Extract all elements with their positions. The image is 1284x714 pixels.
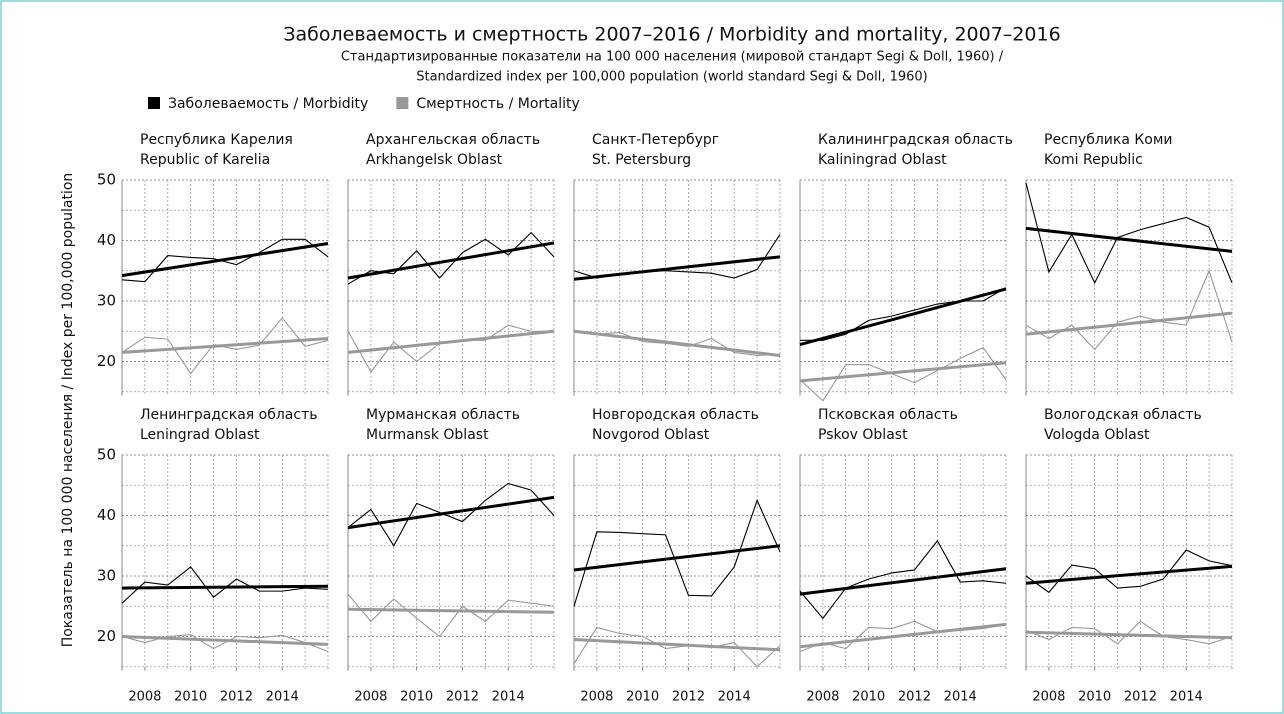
trend-line bbox=[573, 638, 781, 652]
panel-title: Murmansk Oblast bbox=[366, 427, 489, 443]
data-line bbox=[573, 234, 781, 279]
panel-title: Вологодская область bbox=[1044, 407, 1202, 423]
panel-title: Архангельская область bbox=[366, 132, 540, 148]
trend-line bbox=[1025, 311, 1233, 336]
x-tick-label: 2012 bbox=[672, 689, 705, 704]
data-line bbox=[800, 287, 1007, 341]
panel-title: Novgorod Oblast bbox=[592, 427, 710, 443]
data-line bbox=[799, 539, 1007, 620]
x-tick-label: 2008 bbox=[580, 689, 613, 704]
x-tick-label: 2012 bbox=[898, 689, 931, 704]
y-tick-label: 50 bbox=[97, 446, 116, 464]
trend-line bbox=[1025, 630, 1233, 640]
panel-title: Leningrad Oblast bbox=[140, 427, 260, 443]
panel-title: Новгородская область bbox=[592, 407, 759, 423]
data-line bbox=[1025, 549, 1233, 594]
x-tick-label: 2012 bbox=[220, 689, 253, 704]
x-tick-label: 2010 bbox=[174, 689, 207, 704]
trend-line bbox=[1025, 564, 1233, 585]
panel-title: Республика Коми bbox=[1044, 132, 1173, 148]
y-tick-label: 50 bbox=[97, 171, 116, 189]
y-tick-label: 20 bbox=[97, 627, 116, 645]
x-tick-label: 2014 bbox=[492, 689, 525, 704]
trend-line bbox=[121, 635, 329, 646]
data-line bbox=[573, 626, 781, 668]
panel-title: Arkhangelsk Oblast bbox=[366, 152, 503, 168]
trend-line bbox=[347, 329, 555, 354]
panel-title: Калининградская область bbox=[818, 132, 1013, 148]
panel-title: Ленинградская область bbox=[140, 407, 317, 423]
trend-line bbox=[573, 329, 781, 357]
panel-title: Republic of Karelia bbox=[140, 152, 270, 168]
x-tick-label: 2012 bbox=[446, 689, 479, 704]
data-line bbox=[347, 593, 555, 638]
data-line bbox=[347, 482, 555, 547]
y-tick-label: 20 bbox=[97, 352, 116, 370]
y-axis-label: Показатель на 100 000 населения / Index … bbox=[60, 173, 76, 648]
y-tick-label: 40 bbox=[97, 231, 116, 249]
data-line bbox=[573, 498, 781, 607]
data-line bbox=[799, 346, 1007, 402]
panel-title: Мурманская область bbox=[366, 407, 520, 423]
y-tick-label: 40 bbox=[97, 506, 116, 524]
x-tick-label: 2010 bbox=[852, 689, 885, 704]
x-tick-label: 2010 bbox=[626, 689, 659, 704]
x-tick-label: 2008 bbox=[1032, 689, 1065, 704]
panel-title: Kaliningrad Oblast bbox=[818, 152, 947, 168]
trend-line bbox=[347, 607, 555, 614]
y-tick-label: 30 bbox=[97, 567, 116, 585]
panel-title: Республика Карелия bbox=[140, 132, 293, 148]
x-tick-label: 2008 bbox=[128, 689, 161, 704]
legend-swatch bbox=[396, 97, 409, 109]
trend-line bbox=[347, 241, 555, 280]
panel-title: Vologda Oblast bbox=[1044, 427, 1150, 443]
trend-line bbox=[1025, 226, 1233, 253]
panel-title: St. Petersburg bbox=[592, 152, 691, 168]
trend-line bbox=[799, 567, 1007, 596]
panel-title: Санкт-Петербург bbox=[592, 132, 719, 148]
panel-title: Псковская область bbox=[818, 407, 958, 423]
trend-line bbox=[121, 584, 329, 590]
trend-line bbox=[799, 361, 1007, 383]
trend-line bbox=[799, 287, 1007, 347]
x-tick-label: 2010 bbox=[1078, 689, 1111, 704]
subtitle: Стандартизированные показатели на 100 00… bbox=[341, 50, 1004, 65]
trend-line bbox=[573, 255, 781, 281]
trend-line bbox=[121, 337, 329, 354]
x-tick-label: 2008 bbox=[806, 689, 839, 704]
subtitle: Standardized index per 100,000 populatio… bbox=[416, 70, 928, 85]
data-line bbox=[1025, 269, 1233, 351]
x-tick-label: 2014 bbox=[718, 689, 751, 704]
trend-line bbox=[799, 622, 1007, 649]
y-tick-label: 30 bbox=[97, 292, 116, 310]
data-line bbox=[121, 317, 329, 375]
data-line bbox=[573, 330, 781, 357]
chart-title: Заболеваемость и смертность 2007–2016 / … bbox=[283, 24, 1060, 46]
legend-label: Смертность / Mortality bbox=[416, 96, 579, 112]
legend-swatch bbox=[148, 97, 160, 109]
legend-label: Заболеваемость / Morbidity bbox=[168, 96, 368, 112]
x-tick-label: 2012 bbox=[1124, 689, 1157, 704]
trend-line bbox=[121, 242, 329, 278]
panel-title: Komi Republic bbox=[1044, 152, 1143, 168]
panel-title: Pskov Oblast bbox=[818, 427, 908, 443]
data-line bbox=[121, 238, 329, 283]
data-line bbox=[121, 634, 329, 653]
x-tick-label: 2008 bbox=[354, 689, 387, 704]
x-tick-label: 2010 bbox=[400, 689, 433, 704]
trend-line bbox=[347, 495, 555, 530]
x-tick-label: 2014 bbox=[266, 689, 299, 704]
x-tick-label: 2014 bbox=[1170, 689, 1203, 704]
data-line bbox=[347, 231, 555, 285]
data-line bbox=[1025, 182, 1233, 285]
trend-line bbox=[573, 544, 781, 572]
x-tick-label: 2014 bbox=[944, 689, 977, 704]
